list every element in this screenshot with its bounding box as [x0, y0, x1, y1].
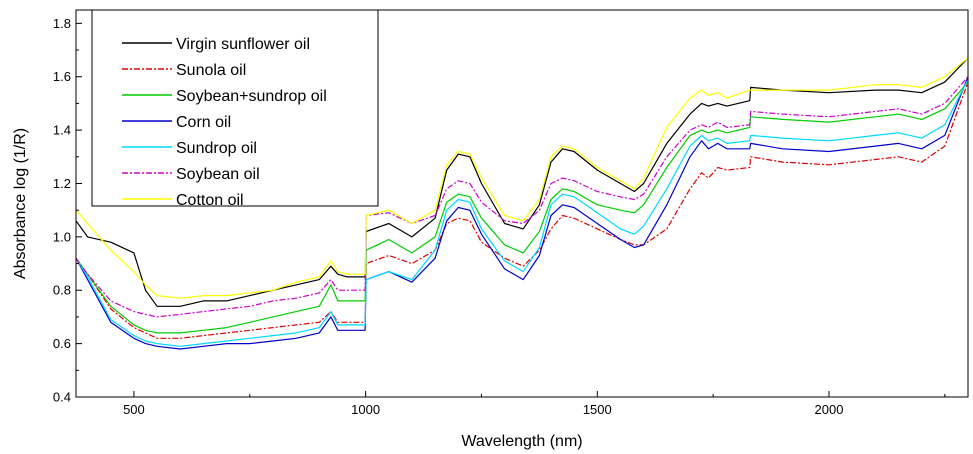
y-tick-label: 1.6: [53, 69, 71, 84]
legend: Virgin sunflower oil Sunola oil Soybean+su…: [91, 9, 379, 209]
legend-label-5: Sundrop oil: [176, 140, 257, 157]
y-tick-label: 0.4: [53, 390, 71, 405]
legend-label-7: Cotton oil: [176, 192, 244, 209]
series-line-6: [75, 76, 969, 318]
y-tick-label: 1.8: [53, 16, 71, 31]
legend-label-2: Sunola oil: [176, 62, 246, 79]
x-tick-label: 2000: [815, 402, 844, 417]
series-line-2: [75, 81, 969, 339]
y-tick-label: 0.6: [53, 336, 71, 351]
legend-label-1: Virgin sunflower oil: [176, 36, 310, 53]
plot-frame: [75, 9, 969, 398]
y-tick-label: 1.4: [53, 123, 71, 138]
y-axis-title: Absorbance log (1/R): [12, 128, 29, 279]
x-tick-label: 1000: [351, 402, 380, 417]
x-axis-title: Wavelength (nm): [461, 433, 582, 450]
series-line-3: [75, 81, 969, 334]
series-layer: [75, 57, 969, 350]
y-tick-label: 1.2: [53, 176, 71, 191]
x-tick-label: 500: [123, 402, 145, 417]
x-tick-label: 1500: [583, 402, 612, 417]
series-line-5: [75, 79, 969, 347]
legend-label-3: Soybean+sundrop oil: [176, 88, 327, 105]
series-line-4: [75, 76, 969, 350]
y-tick-label: 1.0: [53, 229, 71, 244]
legend-label-4: Corn oil: [176, 114, 231, 131]
axes-layer: 500 1000 1500 2000 0.4 0.6 0.8 1.0 1.2 1.4 1.6 1.8: [53, 16, 946, 417]
series-line-7: [75, 57, 969, 299]
legend-label-6: Soybean oil: [176, 166, 260, 183]
y-tick-label: 0.8: [53, 283, 71, 298]
series-line-1: [75, 57, 969, 307]
